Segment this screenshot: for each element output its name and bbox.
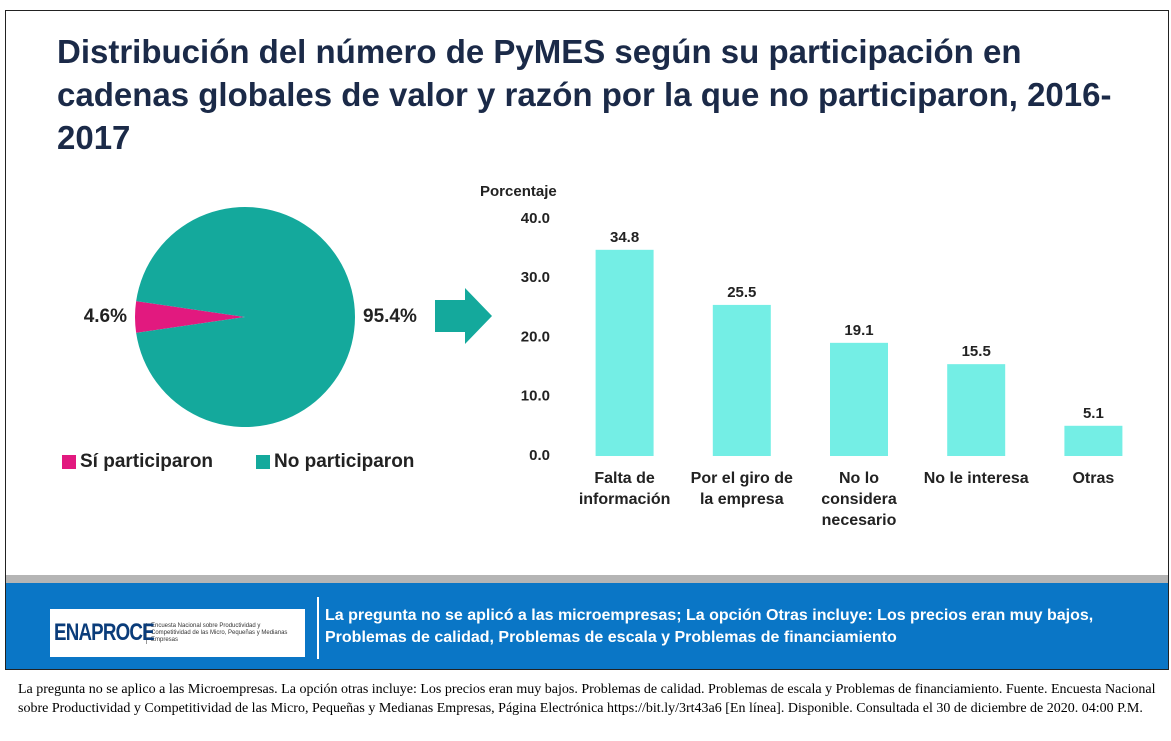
x-tick-label: No le interesa	[923, 470, 1029, 487]
legend-label: No participaron	[274, 451, 415, 472]
separator	[317, 597, 319, 659]
footnote: La pregunta no se aplico a las Microempr…	[18, 682, 1156, 716]
logo-subtitle: Encuesta Nacional sobre Productividad y …	[146, 622, 301, 644]
pie-label: 95.4%	[363, 306, 417, 327]
y-tick-label: 40.0	[521, 210, 550, 227]
x-tick-label: Otras	[1072, 470, 1115, 487]
bar	[947, 364, 1006, 456]
bar	[595, 249, 654, 456]
bar-value-label: 5.1	[1083, 405, 1104, 422]
pie-label: 4.6%	[84, 306, 127, 327]
bar-value-label: 25.5	[727, 284, 756, 301]
arrow	[435, 288, 492, 344]
legend-label: Sí participaron	[80, 451, 214, 472]
pie-slice	[136, 207, 356, 427]
bar-value-label: 34.8	[610, 229, 639, 246]
y-tick-label: 30.0	[521, 269, 550, 286]
legend-swatch	[62, 455, 76, 469]
slide-frame	[5, 10, 1169, 670]
divider	[6, 575, 1168, 583]
bar-value-label: 15.5	[962, 343, 991, 360]
y-tick-label: 10.0	[521, 388, 550, 405]
legend-swatch	[256, 455, 270, 469]
x-tick-label: Falta de información	[578, 470, 671, 508]
legend-item: Sí participaron	[62, 451, 213, 473]
logo-text: ENAPROCE	[54, 619, 155, 646]
x-tick-label: No lo considera necesario	[821, 470, 897, 529]
pie-slice	[135, 301, 245, 333]
slide-title: Distribución del número de PyMES según s…	[57, 33, 1112, 156]
bar	[1064, 425, 1123, 456]
legend-item: No participaron	[256, 451, 414, 473]
bar-value-label: 19.1	[844, 322, 873, 339]
banner: ENAPROCE Encuesta Nacional sobre Product…	[6, 583, 1168, 669]
y-tick-label: 20.0	[521, 328, 550, 345]
logo: ENAPROCE Encuesta Nacional sobre Product…	[50, 609, 305, 657]
y-axis-label: Porcentaje	[480, 183, 557, 200]
y-tick-label: 0.0	[529, 447, 550, 464]
x-tick-label: Por el giro de la empresa	[690, 470, 793, 508]
banner-note: La pregunta no se aplicó a las microempr…	[325, 607, 1094, 646]
bar	[830, 342, 888, 456]
bar	[712, 304, 771, 456]
